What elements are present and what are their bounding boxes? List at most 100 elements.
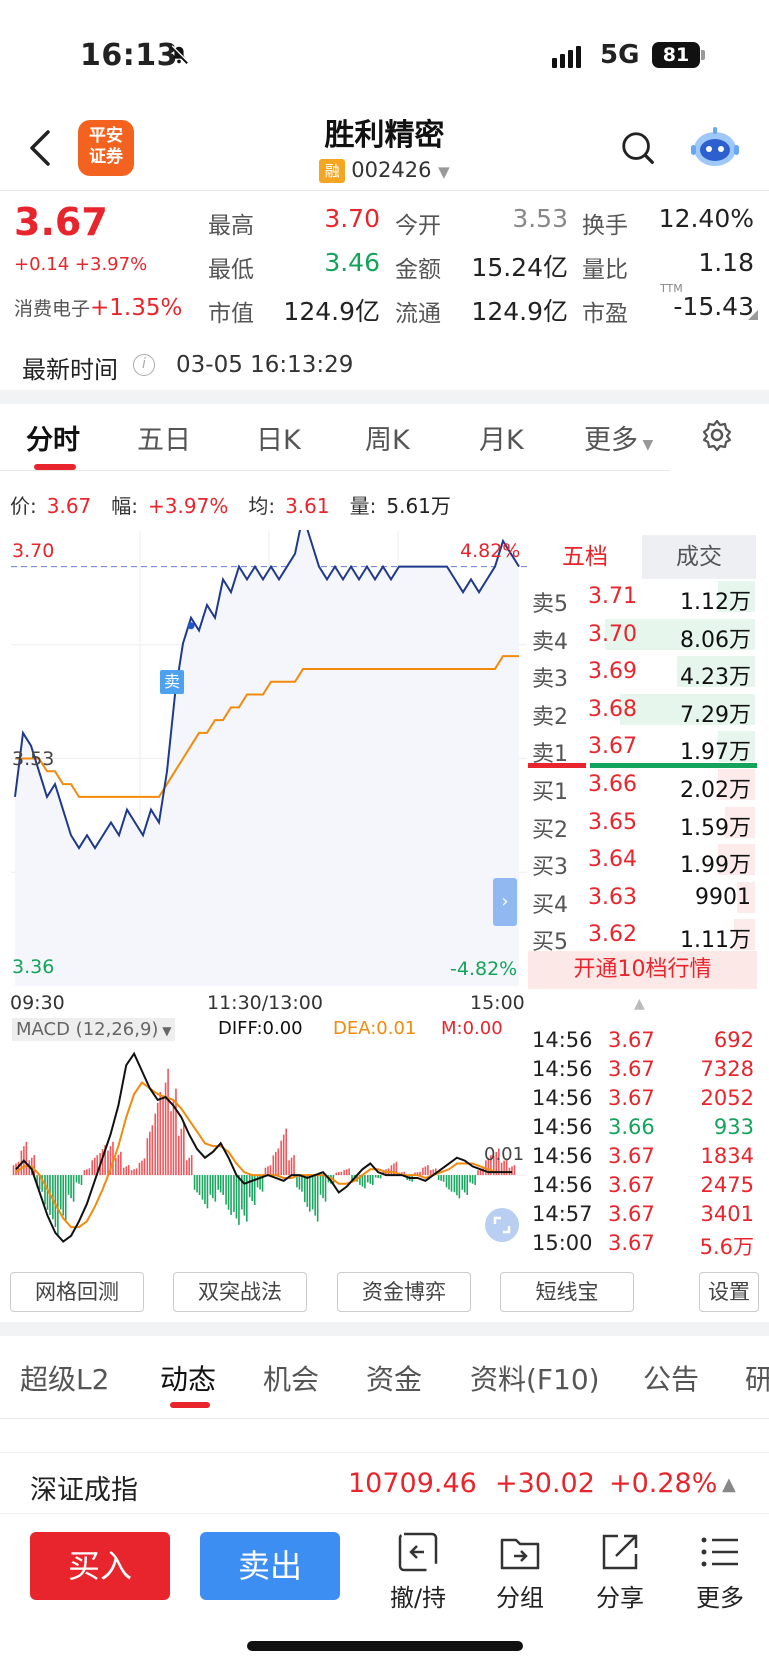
info-price: 价: 3.67 [10, 494, 92, 518]
tick-volume: 7328 [700, 1057, 754, 1081]
level-price: 3.66 [588, 772, 637, 797]
section-band [0, 390, 769, 404]
level-price: 3.65 [588, 809, 637, 835]
tab-super-l2[interactable]: 超级L2 [20, 1363, 110, 1396]
ask-row-2[interactable]: 卖4 3.70 8.06万 [530, 616, 755, 655]
stock-code-selector[interactable]: 融 002426 ▼ [0, 158, 769, 183]
trade-tick-row: 14:56 3.67 7328 [532, 1057, 754, 1086]
tab-trades[interactable]: 成交 [642, 535, 756, 579]
tab-f10[interactable]: 资料(F10) [470, 1363, 600, 1396]
pe-label: 市盈 [582, 301, 628, 327]
tick-volume: 3401 [700, 1202, 754, 1226]
open-ten-level-button[interactable]: 开通10档行情 [528, 951, 757, 989]
tab-capital-flow[interactable]: 资金 [366, 1363, 423, 1396]
bid-row-4[interactable]: 买4 3.63 9901 [530, 879, 755, 918]
macd-level-label: 0.01 [484, 1144, 525, 1165]
level-volume: 8.06万 [680, 627, 751, 653]
tab-intraday[interactable]: 分时 [26, 425, 80, 456]
cancel-hold-icon[interactable] [396, 1530, 440, 1574]
tab-more[interactable]: 更多 ▼ [584, 425, 654, 456]
ask-bid-divider-green [590, 763, 757, 768]
tab-news-feed[interactable]: 动态 [160, 1363, 217, 1396]
back-arrow-icon[interactable] [26, 128, 56, 168]
short-term-button[interactable]: 短线宝 [500, 1272, 634, 1312]
cancel-hold-label[interactable]: 撤/持 [389, 1584, 447, 1612]
bid-row-3[interactable]: 买3 3.64 1.99万 [530, 841, 755, 880]
tab-monthly-k[interactable]: 月K [479, 425, 524, 456]
grid-backtest-button[interactable]: 网格回测 [10, 1272, 144, 1312]
info-icon[interactable]: i [133, 354, 155, 376]
volume-bar [737, 881, 755, 913]
tab-announcements[interactable]: 公告 [643, 1363, 700, 1396]
bid-row-5[interactable]: 买5 3.62 1.11万 [530, 916, 755, 955]
volume-bar [677, 656, 755, 687]
ask-row-4[interactable]: 卖2 3.68 7.29万 [530, 691, 755, 730]
level-volume: 7.29万 [680, 702, 751, 728]
tick-price: 3.67 [608, 1231, 655, 1255]
expand-panel-arrow-icon[interactable]: › [493, 878, 517, 926]
volume-bar [717, 844, 755, 875]
index-change: +30.02 [495, 1468, 595, 1499]
trade-point [187, 622, 195, 630]
double-breakout-button[interactable]: 双突战法 [173, 1272, 307, 1312]
home-indicator [247, 1641, 523, 1651]
tab-opportunities[interactable]: 机会 [263, 1363, 320, 1396]
tab-five-levels[interactable]: 五档 [528, 535, 642, 579]
tick-price: 3.67 [608, 1086, 655, 1110]
tab-research[interactable]: 研 [745, 1363, 769, 1396]
tools-settings-button[interactable]: 设置 [699, 1272, 759, 1312]
margin-badge: 融 [319, 159, 346, 183]
tick-volume: 5.6万 [699, 1235, 754, 1259]
ask-row-3[interactable]: 卖3 3.69 4.23万 [530, 653, 755, 692]
more-menu-icon[interactable] [698, 1530, 742, 1574]
buy-button[interactable]: 买入 [30, 1532, 170, 1600]
volume-bar [734, 919, 755, 950]
fullscreen-icon[interactable] [485, 1208, 519, 1242]
bid-row-2[interactable]: 买2 3.65 1.59万 [530, 804, 755, 843]
ask-row-1[interactable]: 卖5 3.71 1.12万 [530, 578, 755, 617]
y-min-label: 3.36 [12, 956, 55, 978]
macd-indicator-selector[interactable]: MACD (12,26,9) ▼ [12, 1018, 176, 1041]
chevron-down-icon: ▼ [638, 437, 654, 453]
scroll-up-icon[interactable]: ▲ [634, 996, 645, 1012]
level-label: 卖1 [532, 742, 568, 767]
bid-row-1[interactable]: 买1 3.66 2.02万 [530, 766, 755, 805]
broker-logo[interactable]: 平安 证券 [78, 120, 134, 176]
macd-chart[interactable] [10, 1015, 528, 1262]
group-folder-icon[interactable] [498, 1530, 542, 1574]
sell-marker[interactable]: 卖 [160, 670, 184, 694]
tab-weekly-k[interactable]: 周K [365, 425, 410, 456]
macd-diff-line [15, 1051, 512, 1243]
level-label: 卖5 [532, 592, 568, 617]
info-avg: 均: 3.61 [248, 494, 330, 518]
sector-change[interactable]: 消费电子+1.35% [14, 295, 183, 321]
tab-daily-k[interactable]: 日K [256, 425, 301, 456]
macd-m-value: M:0.00 [441, 1018, 503, 1039]
robot-assistant-icon[interactable] [690, 124, 740, 170]
sell-button[interactable]: 卖出 [200, 1532, 340, 1600]
level-price: 3.69 [588, 659, 637, 684]
stock-code: 002426 [351, 158, 432, 182]
share-label[interactable]: 分享 [596, 1584, 644, 1612]
volume-bar [717, 731, 755, 762]
y-mid-label: 3.53 [12, 748, 55, 770]
share-icon[interactable] [598, 1530, 642, 1574]
expand-up-icon[interactable]: ▲ [722, 1474, 736, 1495]
chevron-down-icon: ▼ [158, 1024, 172, 1038]
price-change: +0.14 +3.97% [14, 254, 148, 275]
tab-five-day[interactable]: 五日 [137, 425, 191, 456]
intraday-price-chart[interactable] [10, 530, 528, 988]
tick-time: 15:00 [532, 1231, 593, 1255]
level-price: 3.63 [588, 884, 637, 910]
index-ticker-bar[interactable] [0, 1452, 769, 1514]
group-label[interactable]: 分组 [496, 1584, 544, 1612]
capital-game-button[interactable]: 资金博弈 [337, 1272, 471, 1312]
search-icon[interactable] [619, 128, 657, 168]
expand-corner-icon[interactable] [748, 310, 758, 320]
ask-row-5[interactable]: 卖1 3.67 1.97万 [530, 728, 755, 767]
chart-settings-gear-icon[interactable] [700, 418, 734, 452]
macd-diff-value: DIFF:0.00 [218, 1018, 303, 1039]
more-label[interactable]: 更多 [696, 1584, 744, 1612]
high-value: 3.70 [324, 204, 380, 233]
price-line [14, 530, 520, 850]
